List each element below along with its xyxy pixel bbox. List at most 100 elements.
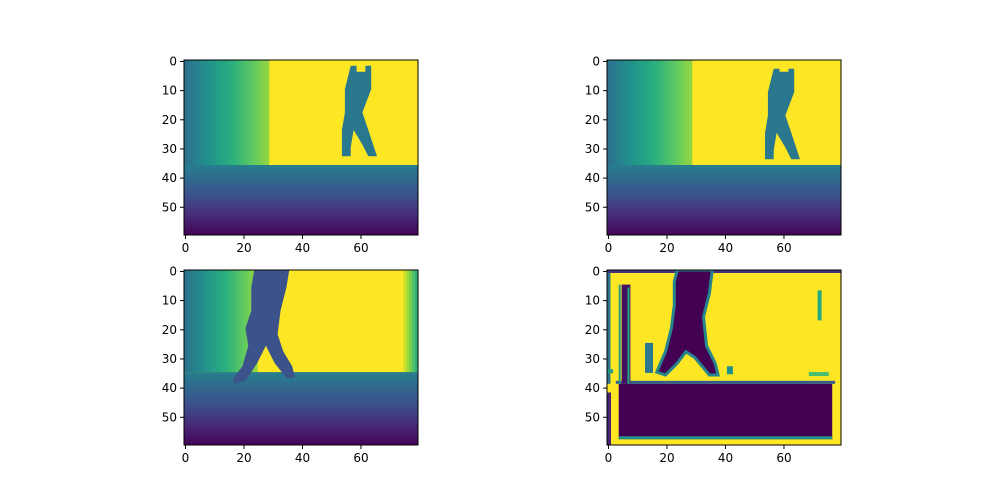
floor-row <box>184 176 418 181</box>
y-tick-label: 10 <box>162 294 177 308</box>
y-tick-label: 0 <box>592 264 600 278</box>
wall-column <box>607 60 611 165</box>
y-tick-label: 30 <box>162 142 177 156</box>
wall-column <box>251 60 255 165</box>
floor-dark-region <box>618 383 833 440</box>
wall-column <box>685 60 690 165</box>
wall-column <box>647 60 652 165</box>
wall-column <box>227 270 232 373</box>
floor-row <box>184 170 418 175</box>
floor-row <box>607 229 841 233</box>
wall-column <box>236 270 241 373</box>
wall-column <box>227 60 232 165</box>
y-tick-label: 40 <box>585 171 600 185</box>
y-tick-label: 0 <box>169 54 177 68</box>
heatmap-panel-bottom-right: 0 20 40 60 0 10 20 30 40 50 <box>585 264 842 465</box>
x-tick-label: 20 <box>236 241 251 255</box>
wall-column <box>683 60 687 165</box>
wall-column <box>184 60 188 165</box>
floor-edge <box>618 436 833 440</box>
wall-column <box>239 270 243 373</box>
right-wall-column <box>412 270 416 373</box>
floor-row <box>607 176 841 181</box>
y-tick-label: 20 <box>585 113 600 127</box>
floor-row <box>184 421 418 426</box>
floor-row <box>607 217 841 221</box>
y-tick-label: 10 <box>585 294 600 308</box>
wall-column <box>236 60 241 165</box>
floor-row <box>607 220 841 224</box>
floor-row <box>184 380 418 385</box>
floor-row <box>607 185 841 189</box>
heatmap-image <box>184 60 418 235</box>
floor-row <box>607 173 841 178</box>
floor-row <box>184 205 418 210</box>
y-tick-label: 30 <box>585 142 600 156</box>
x-tick-label: 0 <box>605 241 613 255</box>
floor-row <box>184 179 418 183</box>
floor-row <box>184 407 418 411</box>
wall-column <box>201 60 205 165</box>
heatmap-panel-top-right: 0 20 40 60 0 10 20 30 40 50 <box>585 54 842 255</box>
floor-row <box>184 197 418 201</box>
wall-column <box>189 270 194 373</box>
post-dark <box>621 284 631 384</box>
wall-column <box>201 270 205 373</box>
floor-row <box>607 211 841 216</box>
wall-column <box>207 270 211 373</box>
y-tick-label: 50 <box>585 410 600 424</box>
wall-column <box>213 60 217 165</box>
floor-row <box>184 217 418 221</box>
floor-row <box>184 188 418 192</box>
floor-row <box>184 167 418 172</box>
wall-column <box>656 60 661 165</box>
x-tick-label: 40 <box>718 451 733 465</box>
floor-row <box>184 226 418 230</box>
wall-column <box>186 60 191 165</box>
person-silhouette <box>656 270 719 375</box>
wall-column <box>265 60 270 165</box>
wall-column <box>239 60 243 165</box>
wall-column <box>242 60 246 165</box>
wall-column <box>642 60 646 165</box>
x-tick-label: 0 <box>182 241 190 255</box>
floor-row <box>184 433 418 437</box>
wall-column <box>216 270 220 373</box>
wall-column <box>198 270 203 373</box>
wall-column <box>230 60 235 165</box>
floor-row <box>184 389 418 393</box>
x-tick-label: 0 <box>182 451 190 465</box>
wall-column <box>653 60 658 165</box>
wall-column <box>192 60 197 165</box>
floor-row <box>607 179 841 183</box>
wall-column <box>242 270 246 373</box>
wall-column <box>222 60 226 165</box>
floor-row <box>184 418 418 423</box>
x-tick-label: 40 <box>295 451 310 465</box>
noise-patch <box>645 342 654 373</box>
wall-column <box>230 270 235 373</box>
floor-row <box>184 424 418 428</box>
right-wall-column <box>403 270 407 373</box>
wall-column <box>615 60 620 165</box>
x-tick-label: 60 <box>776 451 791 465</box>
wall-column <box>186 270 191 373</box>
wall-column <box>262 60 267 165</box>
floor-row <box>184 392 418 396</box>
floor-row <box>607 194 841 198</box>
axes-frame <box>183 269 419 446</box>
person-silhouette <box>765 68 800 160</box>
wall-column <box>659 60 664 165</box>
floor-row <box>607 214 841 218</box>
wall-column <box>645 60 649 165</box>
floor-row <box>607 170 841 175</box>
post-edge <box>618 284 621 384</box>
wall-column <box>233 270 238 373</box>
floor-row <box>184 182 418 186</box>
wall-column <box>233 60 238 165</box>
wall-column <box>665 60 669 165</box>
x-tick-label: 60 <box>353 241 368 255</box>
wall-column <box>224 60 229 165</box>
wall-column <box>245 60 249 165</box>
